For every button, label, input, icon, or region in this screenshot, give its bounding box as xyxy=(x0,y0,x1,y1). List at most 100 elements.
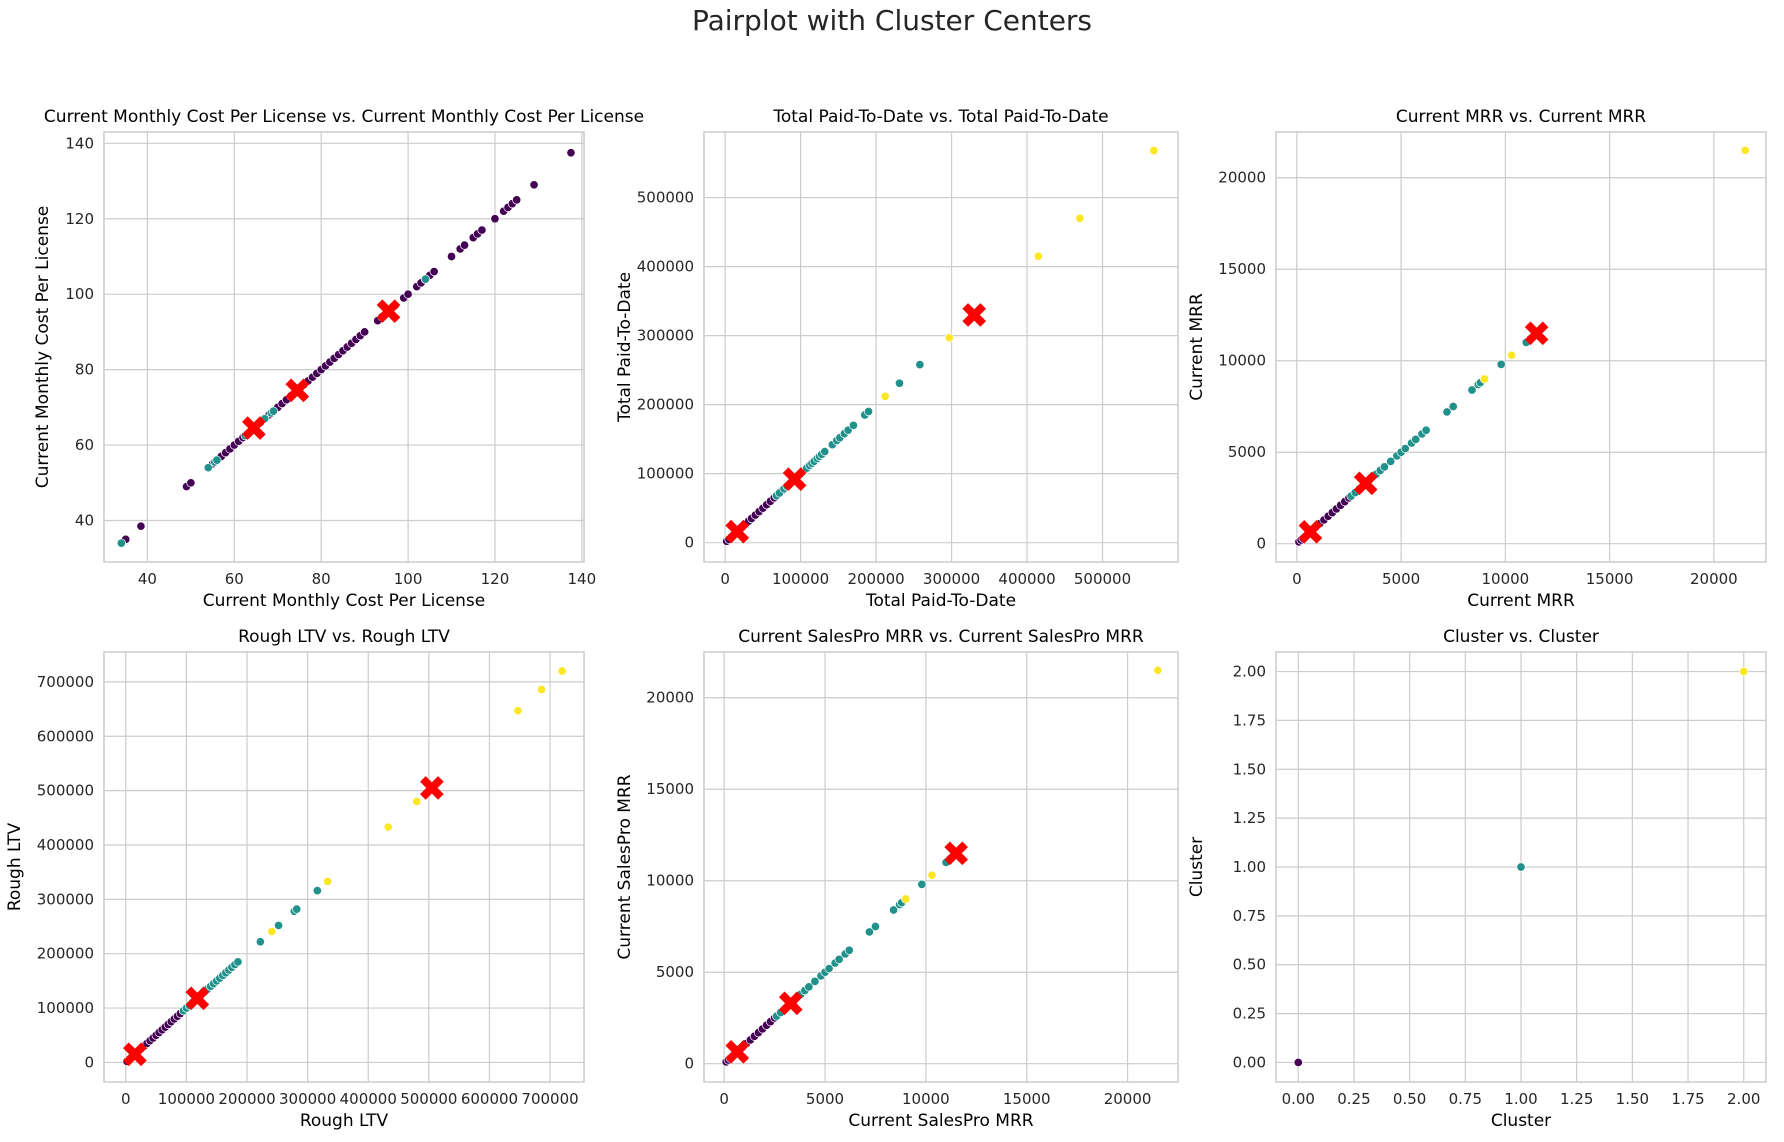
x-tick-label: 0.25 xyxy=(1337,1090,1370,1108)
data-point-cluster-1 xyxy=(820,447,830,457)
cluster-center-marker xyxy=(944,841,968,866)
y-tick-label: 500000 xyxy=(37,782,94,800)
subplot-1: 40 60 80 100 120 140 40 60 80 100 120 140 Current Mo… xyxy=(33,107,644,611)
data-point-cluster-1 xyxy=(1386,456,1396,466)
x-axis-label: Cluster xyxy=(1491,1111,1551,1131)
x-tick-label: 0.75 xyxy=(1449,1090,1482,1108)
data-point-cluster-2 xyxy=(323,876,333,886)
x-tick-label: 300000 xyxy=(279,1090,336,1108)
y-tick-label: 0.00 xyxy=(1233,1053,1266,1071)
y-tick-label: 120 xyxy=(65,210,94,228)
data-point-cluster-0 xyxy=(459,240,470,250)
x-tick-label: 200000 xyxy=(847,570,904,588)
x-tick-label: 100 xyxy=(394,570,423,588)
y-tick-label: 1.50 xyxy=(1233,760,1266,778)
y-tick-label: 600000 xyxy=(37,727,94,745)
data-point-cluster-1 xyxy=(824,964,834,974)
x-tick-label: 15000 xyxy=(1586,570,1634,588)
data-point-cluster-0 xyxy=(477,225,487,235)
plot-frame xyxy=(703,651,1179,1083)
data-point-cluster-1 xyxy=(1411,434,1421,444)
y-tick-label: 1.75 xyxy=(1233,711,1266,729)
data-point-cluster-1 xyxy=(917,879,927,889)
y-tick-label: 0 xyxy=(684,534,694,552)
subplot-title: Current Monthly Cost Per License vs. Cur… xyxy=(44,107,644,127)
data-point-cluster-1 xyxy=(116,538,126,548)
data-point-cluster-1 xyxy=(1379,462,1389,472)
cluster-center-marker xyxy=(778,991,803,1016)
x-tick-label: 15000 xyxy=(1003,1090,1051,1108)
data-point-cluster-2 xyxy=(267,926,277,936)
data-point-cluster-2 xyxy=(557,666,567,676)
x-tick-label: 0 xyxy=(121,1090,131,1108)
data-point-cluster-2 xyxy=(927,870,937,880)
plot-frame xyxy=(103,131,585,563)
y-tick-label: 200000 xyxy=(37,945,94,963)
data-point-cluster-1 xyxy=(1496,359,1506,369)
plot-frame xyxy=(703,131,1179,563)
y-tick-label: 300000 xyxy=(37,890,94,908)
x-tick-label: 500000 xyxy=(400,1090,457,1108)
subplot-title: Total Paid-To-Date vs. Total Paid-To-Dat… xyxy=(772,107,1108,127)
data-point-cluster-1 xyxy=(1421,425,1431,435)
x-tick-label: 100000 xyxy=(158,1090,215,1108)
data-point-cluster-1 xyxy=(212,455,222,465)
data-point-cluster-1 xyxy=(894,378,905,388)
data-point-cluster-0 xyxy=(566,148,576,158)
data-point-cluster-1 xyxy=(870,921,880,932)
y-tick-label: 20000 xyxy=(1218,169,1266,187)
x-tick-label: 10000 xyxy=(1482,570,1530,588)
x-tick-label: 80 xyxy=(312,570,331,588)
x-axis-label: Rough LTV xyxy=(300,1111,389,1131)
data-point-cluster-0 xyxy=(360,327,370,337)
subplot-2: 0 100000 200000 300000 400000 500000 0 100000 20… xyxy=(615,107,1179,611)
y-tick-label: 2.00 xyxy=(1233,663,1266,681)
x-tick-label: 20000 xyxy=(1104,1090,1152,1108)
data-point-cluster-1 xyxy=(273,920,284,930)
x-tick-label: 0 xyxy=(719,1090,729,1108)
data-point-cluster-0 xyxy=(529,180,539,190)
cluster-center-marker xyxy=(285,378,310,403)
cluster-center-marker xyxy=(123,1042,147,1067)
plot-frame xyxy=(1275,651,1767,1083)
x-tick-label: 1.75 xyxy=(1671,1090,1704,1108)
y-tick-label: 100 xyxy=(65,285,94,303)
data-point-cluster-0 xyxy=(186,478,196,488)
y-tick-label: 0 xyxy=(684,1055,694,1073)
data-point-cluster-2 xyxy=(1153,665,1163,675)
x-tick-label: 400000 xyxy=(998,570,1055,588)
y-tick-label: 20000 xyxy=(646,689,694,707)
y-tick-label: 80 xyxy=(75,361,94,379)
y-axis-label: Current MRR xyxy=(1187,293,1207,401)
x-axis-label: Total Paid-To-Date xyxy=(865,591,1016,611)
y-tick-label: 700000 xyxy=(37,673,94,691)
cluster-center-marker xyxy=(242,416,266,440)
data-point-cluster-1 xyxy=(312,886,322,896)
data-point-cluster-1 xyxy=(889,905,899,915)
y-tick-label: 200000 xyxy=(637,396,694,414)
cluster-center-marker xyxy=(962,303,987,327)
x-tick-label: 20000 xyxy=(1690,570,1738,588)
x-axis-label: Current MRR xyxy=(1467,591,1575,611)
x-tick-label: 0 xyxy=(1292,570,1302,588)
x-axis-label: Current SalesPro MRR xyxy=(848,1111,1033,1131)
y-tick-label: 400000 xyxy=(37,836,94,854)
subplot-3: 0 5000 10000 15000 20000 0 5000 10000 15000 20000… xyxy=(1187,107,1767,611)
data-point-cluster-1 xyxy=(292,904,302,914)
data-point-cluster-2 xyxy=(1075,213,1085,223)
data-point-cluster-2 xyxy=(901,894,911,904)
data-point-cluster-1 xyxy=(848,420,858,430)
cluster-center-marker xyxy=(1353,471,1378,496)
data-point-cluster-1 xyxy=(864,927,874,937)
x-tick-label: 1.50 xyxy=(1616,1090,1649,1108)
data-point-cluster-0 xyxy=(429,267,439,277)
data-point-cluster-0 xyxy=(1293,1057,1303,1068)
data-point-cluster-2 xyxy=(513,706,523,716)
x-axis-label: Current Monthly Cost Per License xyxy=(203,591,486,611)
y-tick-label: 15000 xyxy=(646,780,694,798)
data-point-cluster-1 xyxy=(810,976,820,986)
x-tick-label: 0.50 xyxy=(1393,1090,1426,1108)
x-tick-label: 400000 xyxy=(340,1090,397,1108)
data-point-cluster-1 xyxy=(268,406,278,416)
